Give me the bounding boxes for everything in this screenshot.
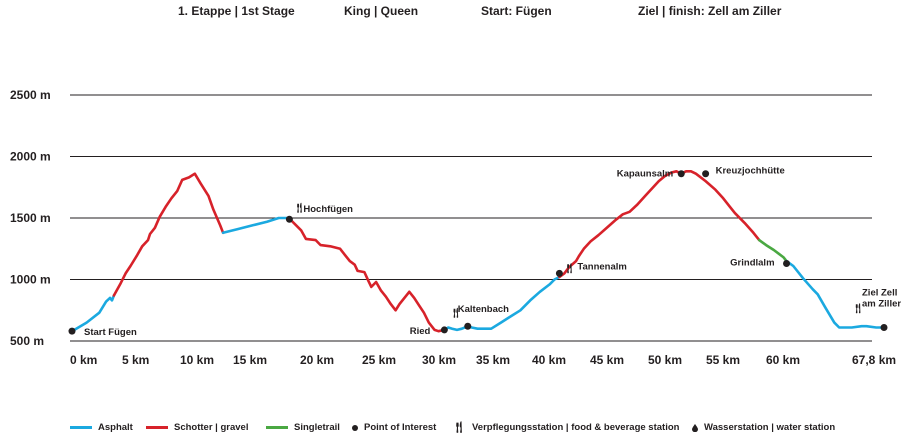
- y-tick-label: 2500 m: [10, 88, 51, 102]
- asphalt-swatch: [70, 426, 92, 429]
- x-tick-label: 20 km: [300, 353, 334, 367]
- y-tick-label: 500 m: [10, 334, 44, 348]
- poi-dot: [555, 269, 563, 277]
- x-tick-label: 67,8 km: [852, 353, 896, 367]
- x-tick-label: 5 km: [122, 353, 149, 367]
- points-of-interest: Start Fügen🍴︎HochfügenRied🍴︎Kaltenbach🍴︎…: [68, 166, 901, 338]
- profile-segment-gravel: [558, 170, 761, 279]
- x-tick-label: 15 km: [233, 353, 267, 367]
- legend-label-gravel: Schotter | gravel: [174, 422, 249, 433]
- stage-title: 1. Etappe | 1st Stage: [178, 4, 295, 18]
- profile-segment-asphalt: [221, 216, 293, 235]
- poi-label: Hochfügen: [303, 204, 353, 215]
- poi-label: am Ziller: [862, 298, 901, 309]
- poi-label: Tannenalm: [577, 261, 626, 272]
- poi-dot: [464, 322, 472, 330]
- grid-lines: [70, 94, 872, 342]
- legend-label-asphalt: Asphalt: [98, 422, 133, 433]
- x-tick-label: 60 km: [766, 353, 800, 367]
- poi-label: Grindlalm: [730, 258, 774, 269]
- legend-item-poi: Point of Interest: [352, 422, 436, 433]
- elevation-chart: 500 m 1000 m 1500 m 2000 m 2500 m 0 km 5 km 10…: [10, 88, 901, 367]
- poi-label: Kapaunsalm: [617, 169, 674, 180]
- poi-label: Ried: [410, 326, 431, 337]
- y-tick-label: 1000 m: [10, 273, 51, 287]
- fork-knife-icon: 🍴︎: [450, 307, 462, 319]
- poi-dot: [440, 326, 448, 334]
- x-tick-label: 50 km: [648, 353, 682, 367]
- legend-item-water: Wasserstation | water station: [692, 422, 835, 433]
- x-tick-label: 45 km: [590, 353, 624, 367]
- poi-dot: [68, 327, 76, 335]
- poi-label: Ziel Zell: [862, 287, 897, 298]
- profile-segment-asphalt: [785, 259, 886, 329]
- profile-segment-gravel: [290, 219, 446, 333]
- legend-item-asphalt: Asphalt: [70, 422, 133, 433]
- profile-segment-gravel: [112, 172, 225, 297]
- x-tick-label: 40 km: [532, 353, 566, 367]
- x-tick-label: 30 km: [422, 353, 456, 367]
- poi-dot-icon: [352, 424, 358, 431]
- start-label: Start: Fügen: [481, 4, 552, 18]
- fork-knife-icon: 🍴︎: [293, 202, 305, 214]
- profile-segment-asphalt: [443, 275, 561, 332]
- water-drop-icon: [692, 423, 698, 432]
- singletrail-swatch: [266, 426, 288, 429]
- x-tick-label: 55 km: [706, 353, 740, 367]
- legend-label-food: Verpflegungsstation | food & beverage st…: [471, 422, 680, 433]
- x-tick-label: 25 km: [362, 353, 396, 367]
- legend-label-singletrail: Singletrail: [294, 422, 340, 433]
- gravel-swatch: [146, 426, 168, 429]
- profile-segment-singletrail: [757, 238, 788, 263]
- category-label: King | Queen: [344, 4, 419, 18]
- x-tick-label: 35 km: [476, 353, 510, 367]
- poi-dot: [285, 215, 293, 223]
- poi-dot: [677, 170, 685, 178]
- fork-knife-icon: 🍴︎: [563, 262, 575, 274]
- poi-dot: [702, 170, 710, 178]
- fork-knife-icon: 🍴︎: [852, 302, 864, 314]
- poi-dot: [880, 323, 888, 331]
- legend-label-water: Wasserstation | water station: [704, 422, 836, 433]
- finish-label: Ziel | finish: Zell am Ziller: [638, 4, 782, 18]
- poi-label: Kreuzjochhütte: [716, 166, 785, 177]
- y-axis-labels: 500 m 1000 m 1500 m 2000 m 2500 m: [10, 88, 51, 348]
- x-tick-label: 0 km: [70, 353, 97, 367]
- poi-label: Kaltenbach: [458, 304, 509, 315]
- y-tick-label: 1500 m: [10, 211, 51, 225]
- x-axis-labels: 0 km 5 km 10 km 15 km 20 km 25 km 30 km 35 km 40…: [70, 353, 896, 367]
- fork-knife-icon: 🍴︎: [452, 421, 466, 434]
- poi-label: Start Fügen: [84, 327, 137, 338]
- legend-item-singletrail: Singletrail: [266, 422, 340, 433]
- x-tick-label: 10 km: [180, 353, 214, 367]
- profile-segment-asphalt: [70, 294, 116, 333]
- legend: Asphalt Schotter | gravel Singletrail Po…: [0, 422, 903, 440]
- legend-label-poi: Point of Interest: [364, 422, 437, 433]
- poi-dot: [783, 260, 791, 268]
- elevation-profile: [70, 170, 886, 333]
- legend-item-food: 🍴︎ Verpflegungsstation | food & beverage…: [452, 422, 679, 433]
- legend-item-gravel: Schotter | gravel: [146, 422, 248, 433]
- y-tick-label: 2000 m: [10, 150, 51, 164]
